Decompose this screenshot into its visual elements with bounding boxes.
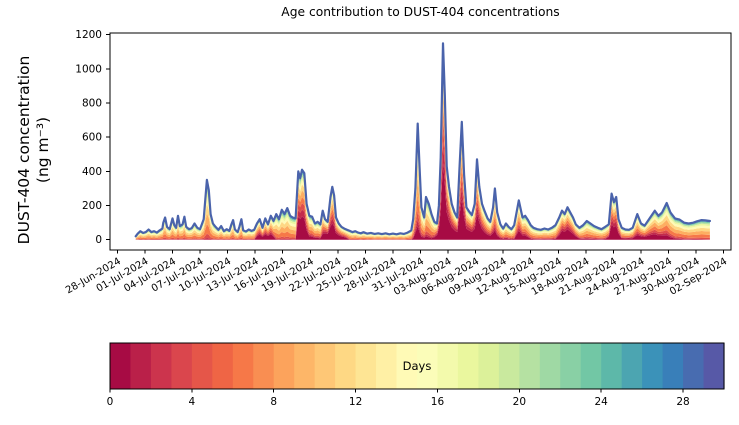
colorbar-cell-day-21 [539,343,561,389]
colorbar-cell-day-15 [417,343,439,389]
colorbar-cell-day-8 [273,343,295,389]
y-tick-label: 1200 [75,29,102,41]
total-concentration-line [134,42,712,238]
y-tick-label: 400 [82,166,102,178]
colorbar-label: Days [402,359,432,373]
y-axis-label: DUST-404 concentration (ng m⁻³) [15,5,59,295]
colorbar-cell-day-28 [683,343,705,389]
colorbar-tick-label: 4 [189,396,196,408]
colorbar-cell-day-1 [130,343,152,389]
colorbar-cell-day-25 [621,343,643,389]
colorbar-tick-label: 20 [513,396,526,408]
colorbar-cell-day-18 [478,343,500,389]
colorbar-cell-day-19 [498,343,520,389]
y-tick-label: 800 [82,98,102,110]
colorbar-cell-day-4 [191,343,213,389]
y-tick-label: 1000 [75,63,102,75]
colorbar-tick-label: 24 [595,396,609,408]
colorbar-cell-day-14 [396,343,418,389]
colorbar-cell-day-24 [601,343,623,389]
colorbar-cell-day-7 [253,343,275,389]
colorbar-cell-day-13 [376,343,398,389]
colorbar-cell-day-12 [355,343,377,389]
colorbar-tick-label: 0 [107,396,114,408]
colorbar-cell-day-10 [314,343,336,389]
stacked-area-layer-age-26.5d [135,45,710,237]
colorbar-tick-label: 16 [431,396,445,408]
y-axis-label-line2: (ng m⁻³) [34,116,53,184]
colorbar-tick-label: 12 [349,396,362,408]
colorbar-cell-day-29 [703,343,725,389]
colorbar-cell-day-11 [335,343,357,389]
colorbar-cell-day-22 [560,343,582,389]
chart-title: Age contribution to DUST-404 concentrati… [281,5,560,19]
colorbar: 0 4 8 12 16 20 24 28 [107,342,725,408]
colorbar-cell-day-16 [437,343,459,389]
colorbar-cell-day-26 [642,343,664,389]
y-tick-label: 600 [82,132,102,144]
colorbar-cell-day-0 [110,343,132,389]
colorbar-cell-day-27 [662,343,684,389]
y-tick-label: 0 [95,234,102,246]
colorbar-cell-day-17 [457,343,479,389]
y-axis-label-line1: DUST-404 concentration [15,55,33,245]
colorbar-cell-day-20 [519,343,541,389]
stacked-area-layer-age-29d [135,43,710,237]
colorbar-border [109,342,725,390]
colorbar-tick-label: 8 [270,396,277,408]
colorbar-tick-label: 28 [676,396,689,408]
colorbar-cell-day-6 [232,343,254,389]
concentration-chart: 02004006008001000120028-Jun-202401-Jul-2… [64,29,732,298]
colorbar-cell-day-3 [171,343,193,389]
colorbar-cell-day-2 [150,343,172,389]
colorbar-cell-day-5 [212,343,234,389]
colorbar-cell-day-23 [580,343,602,389]
stacked-area-layer-age-14.5d [135,67,710,238]
stacked-area-layer-age-11.5d [135,78,710,239]
colorbar-cell-day-9 [294,343,316,389]
y-tick-label: 200 [82,200,102,212]
